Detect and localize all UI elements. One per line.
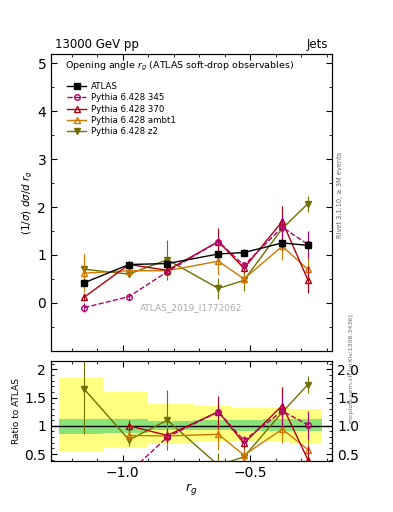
Text: Jets: Jets	[307, 38, 328, 51]
Bar	[148, 421, 193, 430]
Bar	[231, 420, 263, 432]
Bar	[59, 378, 103, 451]
Text: 13000 GeV pp: 13000 GeV pp	[55, 38, 139, 51]
Text: Rivet 3.1.10, ≥ 3M events: Rivet 3.1.10, ≥ 3M events	[337, 152, 343, 238]
Bar	[193, 420, 231, 431]
Bar	[263, 419, 289, 432]
Bar	[289, 419, 322, 432]
Bar	[103, 392, 148, 449]
Y-axis label: $(1/\sigma)$ $d\sigma/d$ $r_g$: $(1/\sigma)$ $d\sigma/d$ $r_g$	[20, 169, 35, 235]
Bar	[289, 409, 322, 443]
Y-axis label: Ratio to ATLAS: Ratio to ATLAS	[13, 378, 22, 444]
Bar	[231, 408, 263, 441]
Text: Opening angle $r_g$ (ATLAS soft-drop observables): Opening angle $r_g$ (ATLAS soft-drop obs…	[65, 60, 294, 73]
X-axis label: $r_g$: $r_g$	[185, 481, 198, 497]
Bar	[148, 404, 193, 443]
Bar	[263, 408, 289, 441]
Bar	[103, 419, 148, 433]
Bar	[193, 406, 231, 441]
Legend: ATLAS, Pythia 6.428 345, Pythia 6.428 370, Pythia 6.428 ambt1, Pythia 6.428 z2: ATLAS, Pythia 6.428 345, Pythia 6.428 37…	[64, 79, 179, 139]
Text: mcplots.cern.ch [arXiv:1306.3436]: mcplots.cern.ch [arXiv:1306.3436]	[349, 314, 354, 423]
Text: ATLAS_2019_I1772062: ATLAS_2019_I1772062	[140, 303, 243, 312]
Bar	[59, 419, 103, 434]
